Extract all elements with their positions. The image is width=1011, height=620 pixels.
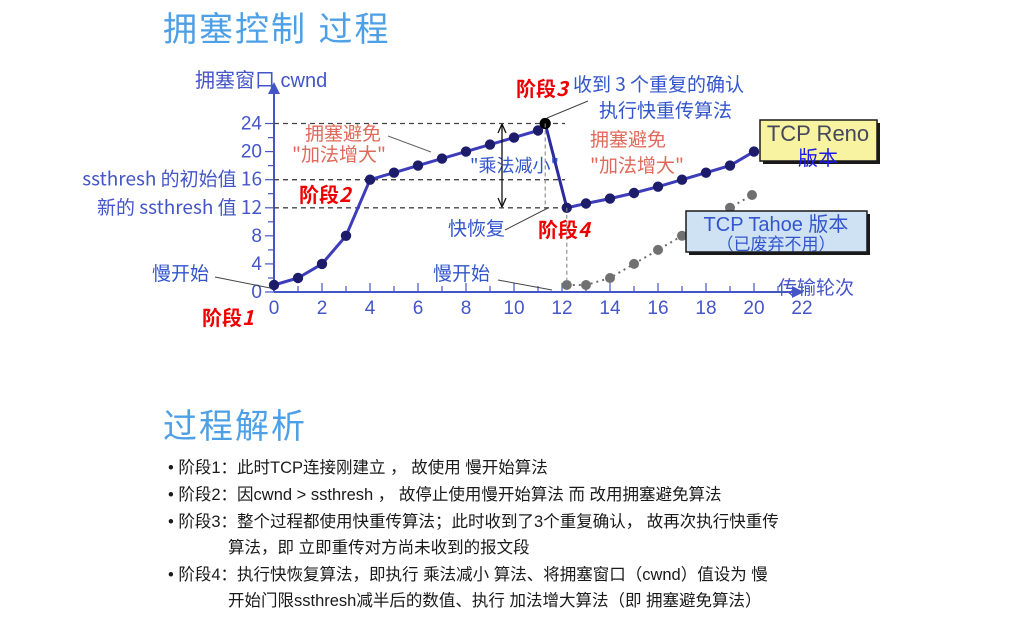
svg-text:ssthresh 的初始值 16: ssthresh 的初始值 16 — [82, 165, 262, 192]
svg-text:2: 2 — [317, 298, 328, 319]
svg-text:版本: 版本 — [798, 142, 838, 171]
svg-text:拥塞避免: 拥塞避免 — [590, 125, 666, 152]
svg-text:拥塞窗口 cwnd: 拥塞窗口 cwnd — [195, 69, 327, 92]
svg-text:阶段3: 阶段3 — [516, 73, 570, 102]
svg-text:慢开始: 慢开始 — [433, 259, 490, 286]
svg-text:新的 ssthresh 值 12: 新的 ssthresh 值 12 — [97, 193, 262, 220]
svg-text:0: 0 — [269, 298, 280, 319]
svg-text:8: 8 — [251, 226, 262, 247]
svg-text:14: 14 — [599, 298, 621, 319]
svg-text:20: 20 — [241, 142, 262, 163]
svg-text:24: 24 — [241, 114, 263, 135]
svg-text:"加法增大": "加法增大" — [590, 151, 684, 178]
svg-text:20: 20 — [743, 298, 764, 319]
svg-text:22: 22 — [791, 298, 812, 319]
svg-text:12: 12 — [551, 298, 572, 319]
svg-text:6: 6 — [413, 298, 424, 319]
svg-text:传输轮次: 传输轮次 — [778, 277, 854, 299]
svg-text:10: 10 — [503, 298, 524, 319]
svg-text:16: 16 — [647, 298, 668, 319]
svg-text:收到 3 个重复的确认: 收到 3 个重复的确认 — [573, 70, 744, 97]
svg-text:18: 18 — [695, 298, 716, 319]
svg-text:执行快重传算法: 执行快重传算法 — [599, 96, 732, 123]
svg-text:8: 8 — [461, 298, 472, 319]
svg-text:阶段1: 阶段1 — [202, 302, 254, 331]
svg-text:4: 4 — [251, 254, 262, 275]
svg-text:快恢复: 快恢复 — [448, 214, 505, 241]
svg-text:慢开始: 慢开始 — [152, 259, 209, 286]
svg-text:4: 4 — [365, 298, 376, 319]
svg-text:阶段2: 阶段2 — [299, 179, 353, 208]
svg-text:（已废弃不用）: （已废弃不用） — [717, 230, 836, 255]
svg-text:阶段4: 阶段4 — [538, 214, 592, 243]
svg-text:"加法增大": "加法增大" — [292, 140, 386, 167]
